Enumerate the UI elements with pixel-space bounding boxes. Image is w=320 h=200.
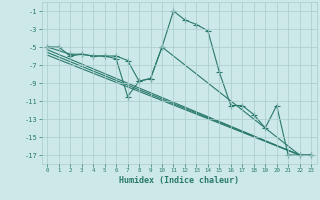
X-axis label: Humidex (Indice chaleur): Humidex (Indice chaleur): [119, 176, 239, 185]
